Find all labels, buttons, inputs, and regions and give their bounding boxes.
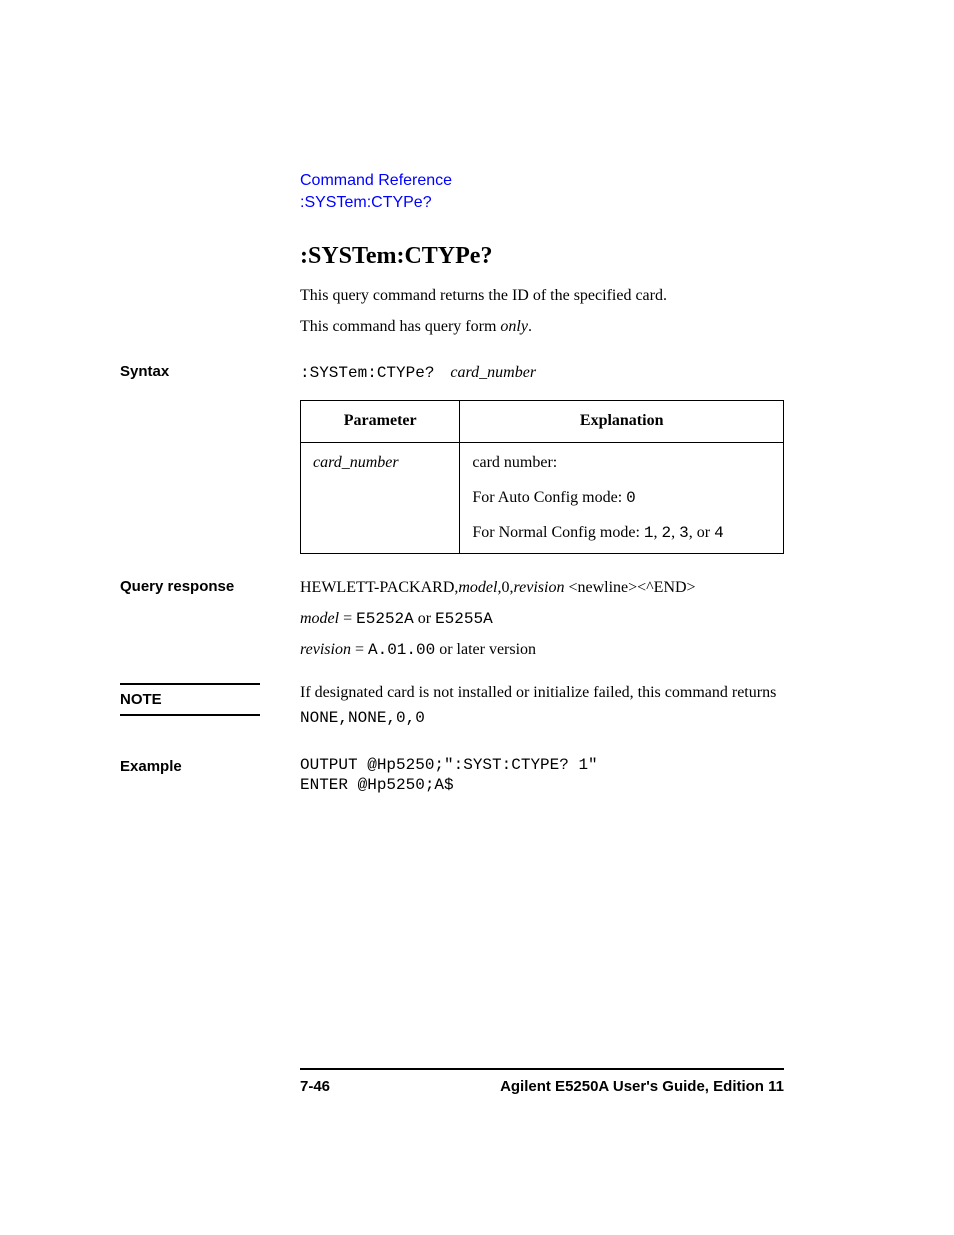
footer-page-number: 7-46 [300, 1078, 330, 1095]
query-response-label: Query response [120, 576, 300, 595]
header-link-command-reference[interactable]: Command Reference [300, 170, 784, 192]
expl-l3-s1: , [654, 524, 662, 541]
intro-p2-em: only [500, 318, 528, 335]
expl-l2-v: 0 [626, 489, 636, 507]
intro-p1: This query command returns the ID of the… [300, 284, 784, 309]
qr-l3-b: = [351, 641, 368, 658]
syntax-command: :SYSTem:CTYPe? [300, 364, 434, 382]
expl-l3-v1: 1 [644, 524, 654, 542]
td-parameter-text: card_number [313, 454, 399, 471]
intro-p2-post: . [528, 318, 532, 335]
note-text: If designated card is not installed or i… [300, 684, 776, 701]
intro-p2-pre: This command has query form [300, 318, 500, 335]
example-line1: OUTPUT @Hp5250;":SYST:CTYPE? 1" [300, 756, 784, 775]
qr-l3-a: revision [300, 641, 351, 658]
note-label: NOTE [120, 683, 260, 716]
syntax-body: :SYSTem:CTYPe? card_number Parameter Exp… [300, 361, 784, 554]
expl-l3-v2: 2 [662, 524, 672, 542]
example-body: OUTPUT @Hp5250;":SYST:CTYPE? 1" ENTER @H… [300, 756, 784, 794]
expl-l3-v3: 3 [679, 524, 689, 542]
page: Command Reference :SYSTem:CTYPe? :SYSTem… [0, 0, 954, 1235]
qr-l1-b: model [458, 579, 497, 596]
qr-l1-a: HEWLETT-PACKARD, [300, 579, 458, 596]
expl-l3-v4: 4 [714, 524, 724, 542]
qr-l3-d: or later version [435, 641, 536, 658]
qr-line1: HEWLETT-PACKARD,model,0,revision <newlin… [300, 576, 784, 601]
expl-l3-s2: , [671, 524, 679, 541]
table-header-row: Parameter Explanation [301, 401, 784, 443]
intro-block: This query command returns the ID of the… [300, 284, 784, 340]
qr-l1-e: <newline><^END> [564, 579, 695, 596]
td-parameter: card_number [301, 442, 460, 553]
note-row: NOTE If designated card is not installed… [120, 681, 784, 731]
query-response-body: HEWLETT-PACKARD,model,0,revision <newlin… [300, 576, 784, 662]
expl-line2: For Auto Config mode: 0 [472, 486, 771, 511]
qr-l1-d: revision [513, 579, 564, 596]
expl-l3-pre: For Normal Config mode: [472, 524, 644, 541]
footer-doc-title: Agilent E5250A User's Guide, Edition 11 [500, 1078, 784, 1095]
expl-line1: card number: [472, 451, 771, 476]
header-link-system-ctype[interactable]: :SYSTem:CTYPe? [300, 192, 784, 214]
qr-l2-b: = [339, 610, 356, 627]
note-code: NONE,NONE,0,0 [300, 709, 425, 727]
qr-l2-a: model [300, 610, 339, 627]
page-footer: 7-46 Agilent E5250A User's Guide, Editio… [300, 1068, 784, 1095]
table-row: card_number card number: For Auto Config… [301, 442, 784, 553]
intro-p2: This command has query form only. [300, 315, 784, 340]
syntax-arg: card_number [450, 364, 536, 381]
qr-l2-d: or [414, 610, 435, 627]
th-parameter: Parameter [301, 401, 460, 443]
query-response-row: Query response HEWLETT-PACKARD,model,0,r… [120, 576, 784, 662]
footer-line: 7-46 Agilent E5250A User's Guide, Editio… [300, 1078, 784, 1095]
section-title: :SYSTem:CTYPe? [300, 243, 784, 270]
qr-l1-c: ,0, [497, 579, 513, 596]
footer-rule [300, 1068, 784, 1070]
example-line2: ENTER @Hp5250;A$ [300, 776, 784, 795]
th-explanation: Explanation [460, 401, 784, 443]
note-label-wrap: NOTE [120, 681, 300, 716]
example-row: Example OUTPUT @Hp5250;":SYST:CTYPE? 1" … [120, 756, 784, 794]
td-explanation: card number: For Auto Config mode: 0 For… [460, 442, 784, 553]
expl-line3: For Normal Config mode: 1, 2, 3, or 4 [472, 521, 771, 546]
qr-l2-e: E5255A [435, 610, 493, 628]
syntax-row: Syntax :SYSTem:CTYPe? card_number Parame… [120, 361, 784, 554]
example-label: Example [120, 756, 300, 775]
expl-l3-s3: , or [689, 524, 714, 541]
qr-line2: model = E5252A or E5255A [300, 607, 784, 632]
parameter-table: Parameter Explanation card_number card n… [300, 400, 784, 554]
syntax-label: Syntax [120, 361, 300, 380]
note-body: If designated card is not installed or i… [300, 681, 784, 731]
qr-l3-c: A.01.00 [368, 641, 435, 659]
expl-l2-pre: For Auto Config mode: [472, 489, 626, 506]
qr-l2-c: E5252A [356, 610, 414, 628]
qr-line3: revision = A.01.00 or later version [300, 638, 784, 663]
header-breadcrumb: Command Reference :SYSTem:CTYPe? [300, 170, 784, 215]
